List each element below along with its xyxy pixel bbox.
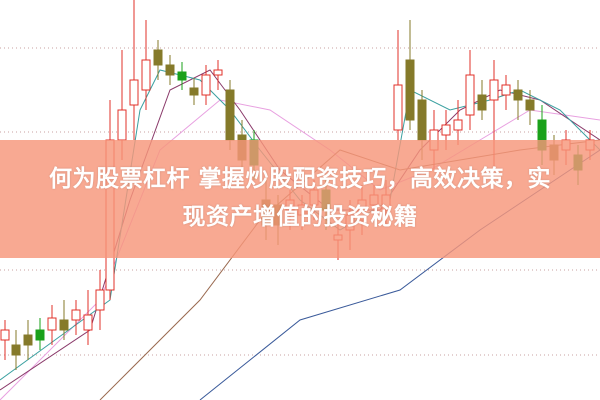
candle-body [213,69,223,76]
candle-body [0,329,10,341]
title-line-2: 现资产增值的投资秘籍 [182,204,418,230]
candle-body [393,84,403,131]
candle-body [465,74,475,116]
candle-body [153,49,163,66]
candle-body [453,119,463,131]
candle-body [201,74,211,96]
candle-body [417,99,427,141]
candle-body [177,71,187,81]
candle-body [165,64,175,76]
candle-body [129,79,139,106]
candle-body [23,334,33,346]
candle-body [95,289,105,311]
title-banner [0,140,600,258]
candle-body [83,314,93,331]
candle-body [47,317,57,331]
candle-body [59,319,69,331]
candle-body [405,59,415,121]
candle-body [513,89,523,101]
candle-body [489,79,499,101]
candle-body [189,87,199,96]
candle-body [525,99,535,111]
candle-body [141,59,151,91]
title-line-1: 何为股票杠杆 掌握炒股配资技巧，高效决策，实 [48,166,551,192]
candle-body [441,124,451,136]
candle-body [477,94,487,111]
candle-body [501,84,511,96]
article-title: 何为股票杠杆 掌握炒股配资技巧，高效决策，实 现资产增值的投资秘籍 [0,160,600,236]
candle-body [225,89,235,141]
candle-body [71,309,81,321]
candle-body [35,329,45,341]
candle-body [117,109,127,141]
candle-body [11,344,21,356]
